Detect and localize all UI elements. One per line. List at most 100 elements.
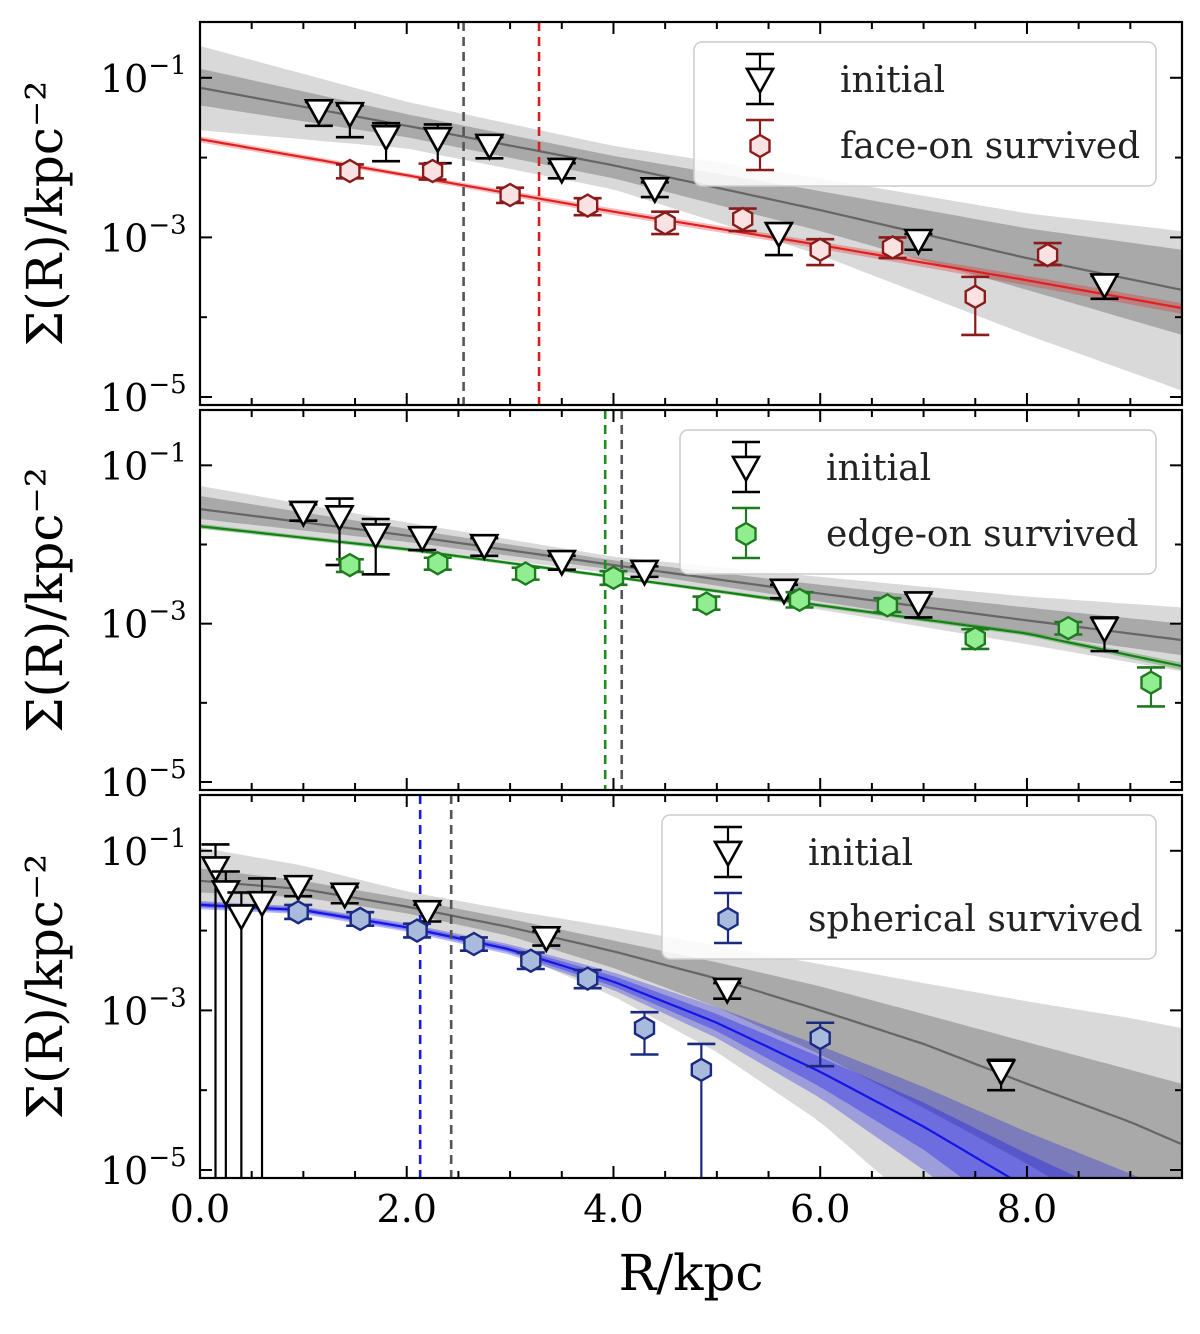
ytick-label-base: 10 (100, 989, 148, 1033)
initial-fit-line (200, 879, 1182, 1146)
initial-point-4 (282, 874, 314, 903)
initial-point-2 (370, 124, 402, 153)
ytick-label-exp: −1 (148, 824, 186, 854)
survived-point-0 (339, 552, 361, 578)
panel-frame (198, 408, 1184, 792)
ytick-label-base: 10 (100, 216, 148, 260)
ytick-label-exp: −3 (148, 597, 186, 627)
legend-survived-label: edge-on survived (826, 514, 1139, 555)
x-axis-label: R/kpc (619, 1244, 764, 1302)
survived-point-3 (463, 931, 485, 957)
survived-point-3 (576, 193, 599, 218)
xtick-label: 8.0 (997, 1187, 1057, 1231)
panel-frame (198, 20, 1184, 407)
initial-fit-line (200, 86, 1182, 291)
ytick-label-exp: −5 (148, 370, 186, 400)
survived-point-0 (339, 158, 361, 184)
initial-point-2 (226, 904, 257, 932)
initial-point-8 (903, 591, 934, 619)
ytick-label: 10−3 (100, 210, 187, 260)
legend-face-on: initial face-on survived (693, 41, 1157, 187)
legend-initial-label: initial (840, 60, 945, 101)
initial-point-0 (200, 856, 231, 884)
survived-band-inner (200, 902, 1080, 1178)
survived-band-outer (200, 901, 1142, 1178)
y-axis-label: Σ(R)/kpc⁻² (16, 854, 74, 1120)
legend-survived-label: face-on survived (840, 126, 1140, 167)
plot-area-spherical (200, 795, 1182, 1178)
legend-initial-label: initial (808, 833, 913, 874)
initial-point-5 (546, 157, 577, 185)
legend-initial-label: initial (826, 448, 931, 489)
legend-initial-marker (712, 840, 744, 869)
legend-box (661, 814, 1157, 960)
initial-point-3 (407, 525, 438, 554)
survived-point-3 (602, 565, 625, 591)
legend-survived-marker (749, 133, 771, 159)
xtick-label: 4.0 (583, 1187, 643, 1231)
survived-point-0 (287, 899, 309, 925)
survived-point-4 (654, 210, 676, 236)
survived-point-6 (809, 237, 831, 263)
ytick-label-exp: −3 (148, 983, 186, 1013)
ytick-label-base: 10 (100, 761, 148, 805)
ytick-label-base: 10 (100, 1149, 148, 1193)
initial-point-6 (639, 176, 671, 205)
plot-area-face-on (200, 22, 1182, 405)
initial-point-7 (763, 221, 795, 250)
initial-point-0 (303, 98, 335, 127)
initial-point-3 (246, 890, 278, 919)
ytick-label: 10−1 (100, 438, 187, 488)
xtick-label: 0.0 (170, 1187, 230, 1231)
ytick-label-exp: −5 (148, 1143, 186, 1173)
survived-point-9 (1140, 670, 1162, 695)
initial-point-8 (711, 977, 743, 1006)
ytick-label-exp: −1 (148, 438, 186, 468)
ytick-label-exp: −5 (148, 755, 186, 785)
initial-point-9 (1089, 273, 1120, 301)
initial-point-2 (360, 523, 391, 551)
legend-survived-marker (735, 521, 757, 547)
xtick-label: 6.0 (790, 1187, 850, 1231)
legend-survived-label: spherical survived (808, 899, 1143, 940)
survived-point-8 (1057, 615, 1080, 641)
survived-point-5 (788, 587, 811, 613)
initial-point-0 (288, 500, 319, 529)
survived-point-5 (576, 966, 599, 991)
ytick-label-base: 10 (100, 376, 148, 420)
survived-point-5 (732, 206, 754, 232)
survived-point-9 (1036, 242, 1059, 268)
panel-frame (198, 793, 1184, 1180)
survived-point-2 (406, 918, 428, 943)
survived-point-4 (520, 948, 542, 974)
survived-fit-line (200, 525, 1182, 668)
survived-point-1 (421, 158, 444, 184)
ytick-label: 10−3 (100, 597, 187, 647)
legend-edge-on: initial edge-on survived (679, 429, 1157, 575)
initial-point-3 (422, 126, 453, 155)
legend-survived-marker (717, 906, 739, 932)
survived-fit-line (200, 138, 1182, 310)
survived-point-7 (881, 235, 904, 260)
survived-point-6 (876, 593, 899, 618)
survived-point-8 (964, 284, 986, 310)
initial-point-1 (334, 101, 366, 130)
legend-initial-marker (744, 67, 776, 96)
ytick-label-base: 10 (100, 830, 148, 874)
legend-initial-marker (730, 455, 762, 484)
initial-point-6 (629, 559, 660, 587)
initial-point-5 (329, 882, 360, 910)
ytick-label-base: 10 (100, 57, 148, 101)
survived-point-6 (633, 1015, 656, 1041)
survived-point-1 (427, 550, 449, 576)
survived-point-4 (695, 591, 718, 616)
xtick-label: 2.0 (377, 1187, 437, 1231)
initial-point-4 (474, 133, 505, 161)
ytick-label: 10−5 (100, 755, 187, 805)
plot-area-edge-on (200, 410, 1182, 790)
legend-box (679, 429, 1157, 575)
